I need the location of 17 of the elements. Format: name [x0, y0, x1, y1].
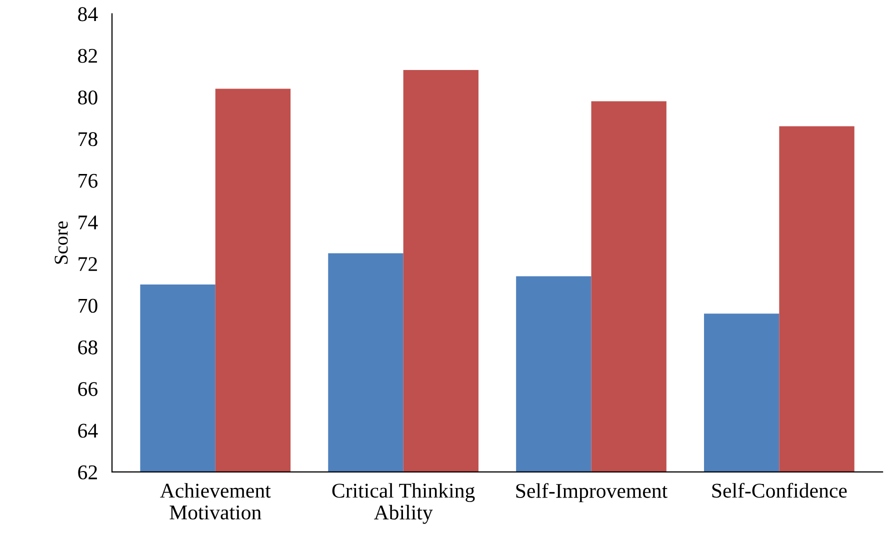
y-tick-label: 72: [78, 257, 97, 271]
y-tick-label: 62: [78, 465, 97, 480]
y-tick-label: 64: [78, 424, 98, 438]
y-tick-label: 82: [78, 48, 97, 63]
y-tick-label: 76: [78, 174, 98, 188]
x-tick-label: Critical Thinking Ability: [332, 483, 475, 524]
y-tick-label: 74: [78, 216, 98, 230]
x-tick-label: Achievement Motivation: [160, 483, 271, 520]
y-tick-label: 68: [78, 340, 98, 354]
y-axis-title: Score: [54, 221, 68, 264]
y-tick-label: 78: [78, 132, 98, 146]
x-tick-label: Self-Confidence: [712, 482, 847, 498]
y-tick-label: 80: [78, 90, 98, 105]
y-tick-label: 70: [78, 298, 98, 313]
y-tick-label: 66: [78, 382, 98, 396]
x-tick-label: Self-Improvement: [516, 483, 668, 502]
y-tick-label: 84: [78, 7, 98, 22]
